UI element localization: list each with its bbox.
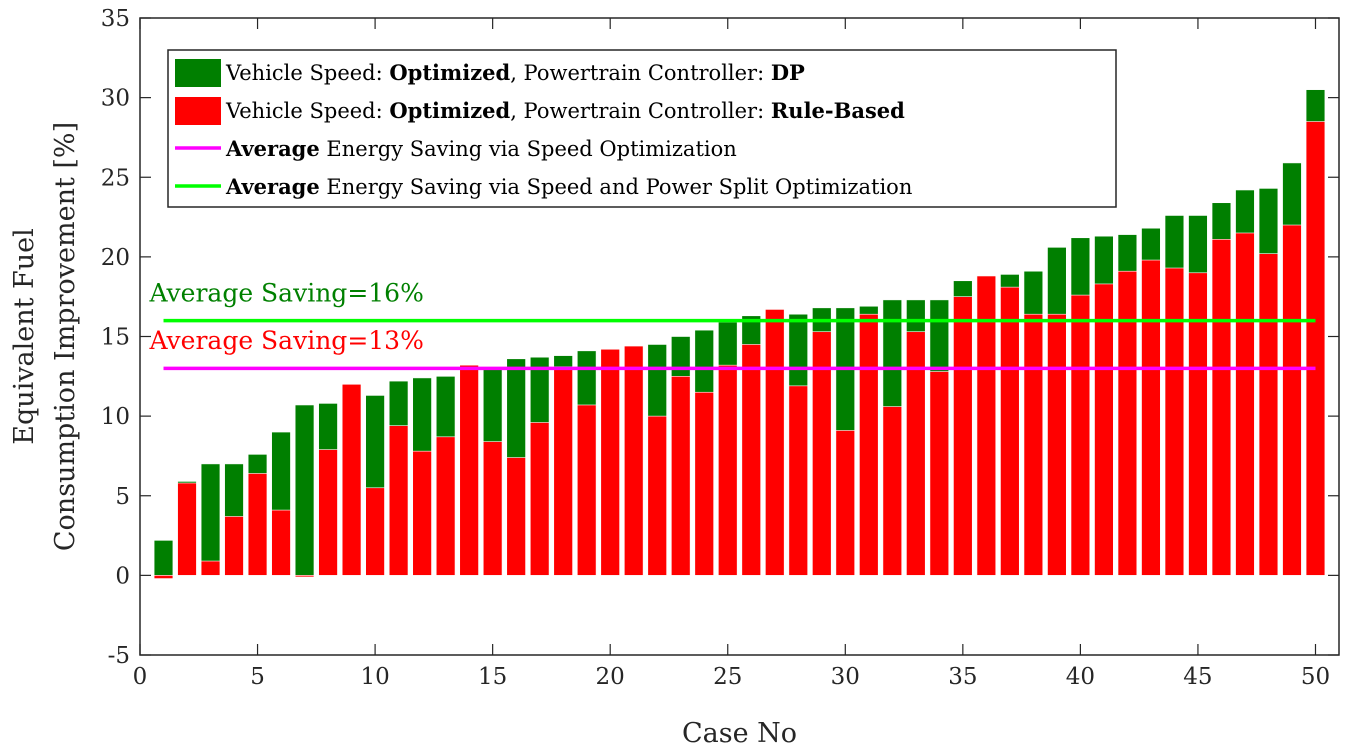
x-tick-label: 35: [948, 664, 977, 690]
bar-s2-case-38: [1023, 313, 1044, 576]
bar-s2-case-39: [1047, 313, 1067, 576]
bar-s2-case-36: [976, 275, 997, 576]
bar-s2-case-25: [718, 364, 738, 576]
bar-s2-case-40: [1070, 294, 1091, 576]
x-tick-label: 5: [250, 664, 265, 690]
bar-s2-case-15: [482, 441, 503, 576]
bar-s2-case-26: [741, 344, 761, 576]
x-tick-label: 45: [1183, 664, 1212, 690]
bar-s2-case-22: [647, 415, 667, 576]
bar-s2-case-42: [1117, 270, 1138, 576]
y-tick-label: 10: [101, 404, 130, 430]
bar-s2-case-27: [765, 309, 785, 576]
y-axis-title-line1: Equivalent Fuel: [9, 228, 40, 445]
bar-s2-case-13: [435, 436, 456, 576]
bar-s2-case-44: [1164, 267, 1185, 576]
bar-s2-case-43: [1141, 259, 1161, 576]
legend-box: [167, 49, 1117, 208]
bar-s2-case-6: [271, 509, 291, 576]
bar-s2-case-18: [553, 366, 573, 576]
bar-s2-case-41: [1094, 283, 1114, 576]
bar-s2-case-31: [859, 313, 879, 576]
bar-s2-case-35: [953, 296, 973, 576]
legend-entry-3: Average Energy Saving via Speed Optimiza…: [225, 136, 737, 161]
reference-lines-layer: [163, 318, 1316, 371]
bar-s2-case-32: [882, 406, 903, 576]
bars-layer: [153, 89, 1326, 579]
x-tick-label: 0: [133, 664, 148, 690]
series-2: [153, 121, 1326, 579]
legend-swatch-2: [175, 97, 221, 125]
bar-s2-case-2: [177, 482, 197, 576]
x-tick-label: 40: [1066, 664, 1095, 690]
bar-s2-case-14: [459, 364, 479, 576]
bar-s2-case-5: [247, 473, 268, 576]
legend: Vehicle Speed: Optimized, Powertrain Con…: [167, 49, 1117, 208]
bar-s1-case-1: [153, 540, 174, 576]
legend-swatch-1: [175, 59, 221, 87]
bar-s2-case-34: [929, 371, 950, 576]
bar-s2-case-16: [506, 457, 526, 576]
bar-s2-case-33: [906, 331, 926, 576]
bar-s2-case-20: [600, 348, 620, 576]
bar-s2-case-48: [1258, 253, 1279, 576]
legend-entry-1: Vehicle Speed: Optimized, Powertrain Con…: [225, 60, 805, 85]
annotations-layer: Average Saving=16% Average Saving=13%: [149, 278, 424, 355]
bar-s2-case-3: [200, 560, 221, 576]
bar-s2-case-37: [1000, 286, 1020, 576]
bar-s2-case-49: [1282, 224, 1302, 576]
x-tick-label: 15: [478, 664, 507, 690]
bar-s2-case-1: [153, 575, 174, 579]
bar-s2-case-24: [694, 391, 714, 576]
bar-s2-case-47: [1235, 232, 1255, 576]
y-tick-label: 5: [115, 484, 130, 510]
y-tick-label: 35: [101, 6, 130, 32]
bar-s2-case-8: [318, 449, 338, 576]
legend-entry-4: Average Energy Saving via Speed and Powe…: [225, 174, 912, 199]
bar-s2-case-10: [365, 487, 385, 576]
bar-s1-case-7: [294, 404, 315, 576]
bar-s2-case-21: [624, 345, 644, 576]
y-axis-title-line2: Consumption Improvement [%]: [50, 122, 81, 551]
x-tick-label: 30: [831, 664, 860, 690]
x-tick-label: 10: [360, 664, 389, 690]
bar-s2-case-29: [812, 331, 832, 576]
y-tick-label: 25: [101, 165, 130, 191]
bar-s2-case-45: [1188, 272, 1208, 576]
y-tick-label: 15: [101, 325, 130, 351]
x-tick-label: 20: [596, 664, 625, 690]
annotation-1: Average Saving=16%: [149, 278, 424, 307]
x-tick-label: 50: [1301, 664, 1330, 690]
bar-s2-case-19: [576, 404, 597, 576]
y-tick-label: 30: [101, 86, 130, 112]
bar-s2-case-9: [341, 383, 362, 576]
annotation-2: Average Saving=13%: [149, 326, 424, 355]
bar-s2-case-46: [1211, 239, 1232, 576]
bar-s2-case-17: [529, 422, 550, 576]
bar-s2-case-50: [1305, 121, 1326, 576]
bar-s2-case-4: [224, 516, 244, 576]
bar-s2-case-28: [788, 385, 808, 576]
bar-s2-case-23: [671, 376, 691, 576]
bar-s1-case-3: [200, 463, 221, 576]
x-axis-title: Case No: [682, 718, 797, 749]
bar-s2-case-7: [294, 575, 315, 578]
legend-entry-2: Vehicle Speed: Optimized, Powertrain Con…: [225, 98, 905, 123]
x-tick-label: 25: [713, 664, 742, 690]
bar-s2-case-12: [412, 450, 432, 576]
bar-s2-case-11: [388, 425, 409, 576]
y-tick-label: 0: [115, 563, 130, 589]
y-tick-label: 20: [101, 245, 130, 271]
y-tick-label: -5: [108, 643, 130, 669]
bar-s2-case-30: [835, 430, 855, 576]
